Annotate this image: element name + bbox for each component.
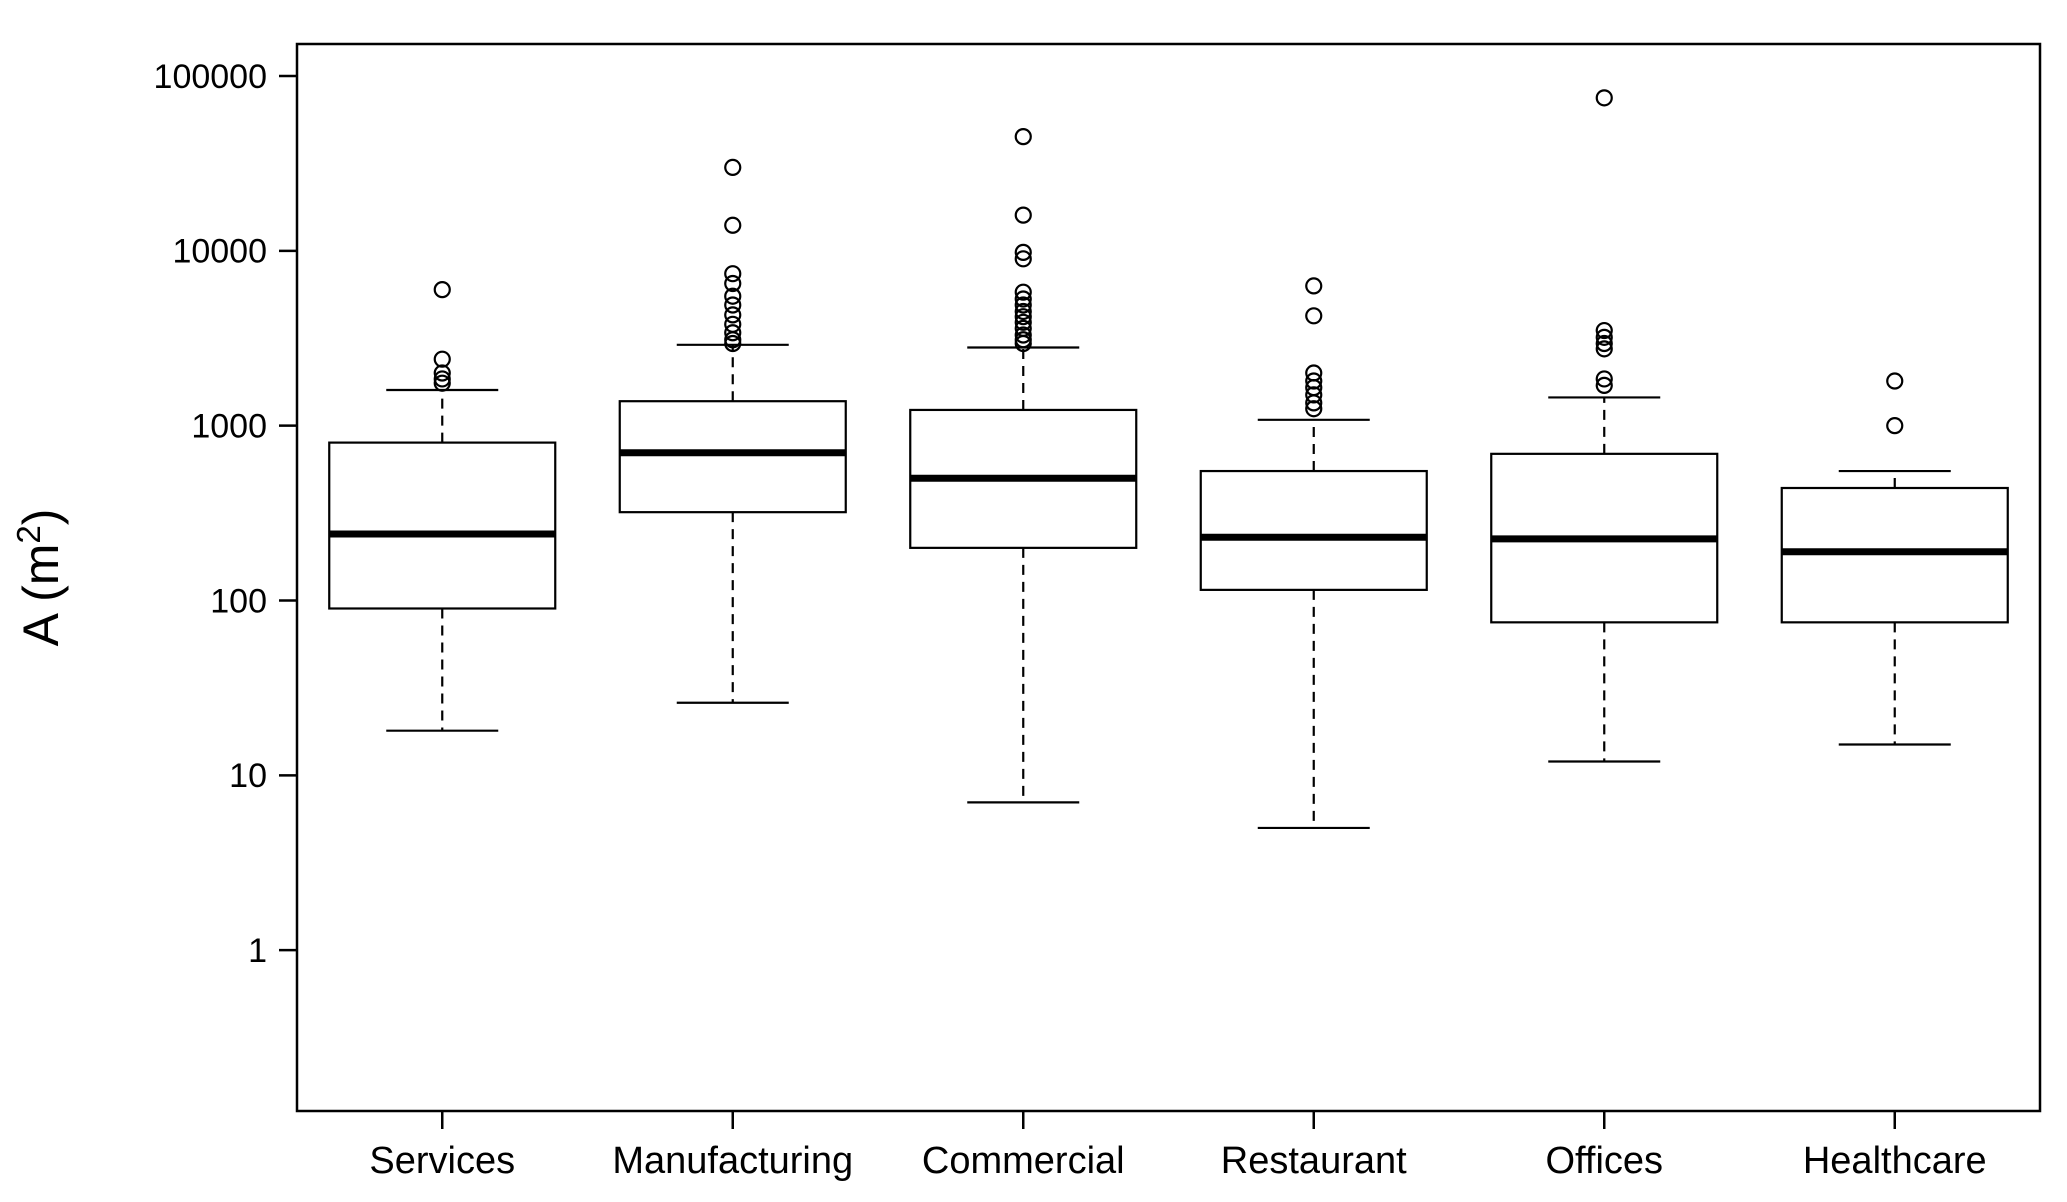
outlier-point — [1014, 290, 1032, 308]
outlier-point — [433, 350, 451, 368]
outlier-point — [433, 281, 451, 299]
y-tick-label: 1 — [248, 932, 267, 970]
outlier-point — [433, 370, 451, 388]
outlier-point — [1014, 313, 1032, 331]
y-tick-label: 10 — [229, 757, 267, 795]
outlier-point — [1305, 372, 1323, 390]
x-category-label: Manufacturing — [612, 1140, 853, 1182]
outlier-point — [1305, 364, 1323, 382]
outlier-point — [724, 296, 742, 314]
y-tick-label: 10000 — [172, 233, 267, 271]
outlier-point — [1014, 128, 1032, 146]
y-tick-label: 100000 — [154, 58, 267, 96]
outlier-point — [1014, 331, 1032, 349]
outlier-point — [1595, 370, 1613, 388]
x-category-label: Healthcare — [1803, 1140, 1987, 1182]
x-category-label: Restaurant — [1221, 1140, 1407, 1182]
outlier-point — [1595, 376, 1613, 394]
outlier-point — [1305, 307, 1323, 325]
outlier-point — [1305, 386, 1323, 404]
outlier-point — [1014, 206, 1032, 224]
outlier-point — [724, 265, 742, 283]
outlier-point — [1305, 277, 1323, 295]
outlier-point — [1014, 302, 1032, 321]
outlier-point — [724, 158, 742, 177]
iqr-box — [328, 441, 557, 610]
outlier-point — [1014, 308, 1032, 326]
outlier-point — [1014, 326, 1032, 344]
y-tick-label: 1000 — [191, 408, 267, 446]
outlier-point — [724, 315, 742, 333]
y-axis-title: A (m2) — [10, 509, 69, 647]
x-category-label: Commercial — [922, 1140, 1125, 1182]
outlier-point — [1595, 340, 1613, 358]
outlier-point — [1014, 319, 1032, 337]
iqr-box — [1199, 469, 1428, 591]
outlier-point — [1595, 328, 1613, 346]
outlier-point — [724, 324, 742, 342]
iqr-box — [618, 400, 847, 514]
y-tick-label: 100 — [210, 582, 267, 620]
outlier-point — [1014, 243, 1032, 261]
outlier-point — [724, 287, 742, 305]
outlier-point — [1014, 283, 1032, 301]
outlier-point — [724, 306, 742, 324]
plot-frame — [295, 42, 2042, 1113]
outlier-point — [1886, 417, 1904, 435]
outlier-point — [1886, 372, 1904, 390]
outlier-point — [724, 216, 742, 234]
outlier-point — [1014, 296, 1032, 314]
outlier-point — [1014, 250, 1032, 268]
outlier-point — [1305, 400, 1323, 418]
x-category-label: Services — [369, 1140, 515, 1182]
outlier-point — [1595, 89, 1613, 107]
outlier-point — [433, 374, 451, 392]
outlier-point — [433, 364, 451, 382]
x-category-label: Offices — [1545, 1140, 1663, 1182]
outlier-point — [1595, 321, 1613, 340]
outlier-point — [1595, 334, 1613, 353]
outlier-point — [724, 274, 742, 293]
